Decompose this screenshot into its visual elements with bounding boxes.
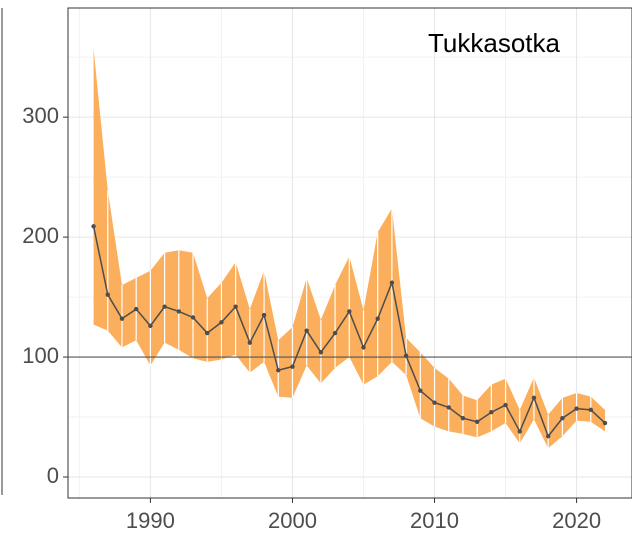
- panel-border: [67, 7, 632, 499]
- point: [304, 328, 309, 333]
- point: [489, 410, 494, 415]
- point: [261, 312, 267, 318]
- y-tick-label: 200: [22, 223, 59, 248]
- point: [133, 306, 139, 312]
- point: [545, 434, 551, 439]
- point: [91, 224, 96, 229]
- point: [205, 330, 210, 336]
- x-tick-label: 1990: [126, 508, 175, 533]
- point: [403, 353, 409, 359]
- point: [602, 420, 608, 426]
- point: [503, 402, 508, 408]
- point: [560, 416, 565, 421]
- point: [588, 407, 594, 413]
- point: [190, 315, 196, 320]
- annotation: Tukkasotka: [428, 28, 561, 58]
- point: [375, 316, 380, 321]
- point: [361, 345, 366, 350]
- point: [290, 364, 295, 369]
- point: [517, 429, 522, 434]
- point: [574, 406, 579, 411]
- x-tick-label: 2000: [268, 508, 317, 533]
- y-tick-label: 100: [22, 343, 59, 368]
- x-tick-label: 2020: [552, 508, 601, 533]
- point: [332, 330, 338, 336]
- point: [247, 340, 253, 345]
- point: [148, 323, 153, 329]
- point: [347, 309, 352, 314]
- point: [233, 304, 238, 309]
- point: [119, 316, 125, 321]
- y-tick-label: 300: [22, 103, 59, 128]
- point: [162, 304, 167, 309]
- point: [276, 368, 281, 373]
- point: [219, 320, 224, 325]
- x-tick-label: 2010: [410, 508, 459, 533]
- point: [105, 292, 110, 297]
- point: [418, 388, 423, 393]
- point: [176, 309, 182, 314]
- y-tick-label: 0: [47, 463, 59, 488]
- point: [318, 350, 324, 355]
- point: [389, 280, 395, 285]
- point: [432, 400, 437, 405]
- point: [460, 416, 466, 421]
- point: [531, 395, 537, 401]
- point: [446, 405, 451, 410]
- confidence-band: [93, 48, 606, 449]
- point: [474, 419, 480, 425]
